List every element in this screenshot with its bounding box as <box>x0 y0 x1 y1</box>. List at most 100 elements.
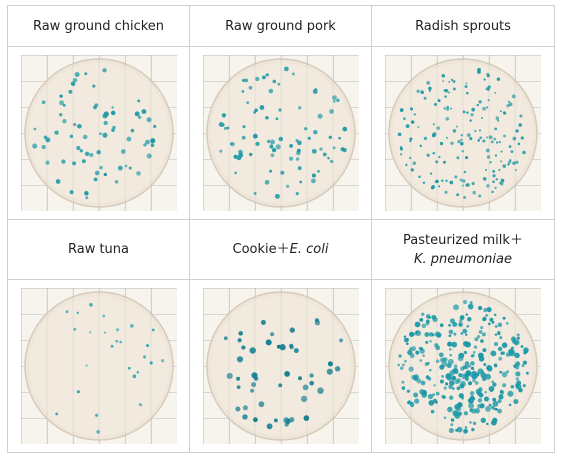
bacterial-colony <box>341 126 347 132</box>
bacterial-colony <box>476 104 479 107</box>
bacterial-colony <box>408 156 412 160</box>
bacterial-colony <box>430 409 435 414</box>
bacterial-colony <box>446 375 453 381</box>
bacterial-colony <box>332 100 336 103</box>
bacterial-colony <box>236 356 243 363</box>
bacterial-colony <box>452 80 456 84</box>
bacterial-colony <box>508 102 513 107</box>
bacterial-colony <box>128 166 132 170</box>
agar-surface <box>210 296 351 437</box>
bacterial-colony <box>300 395 307 403</box>
bacterial-colony <box>470 366 475 371</box>
bacterial-colony <box>268 169 272 173</box>
bacterial-colony <box>146 117 152 123</box>
bacterial-colony <box>125 136 131 142</box>
bacterial-colony <box>218 149 222 153</box>
bacterial-colony <box>468 364 471 368</box>
bacterial-colony <box>271 79 276 84</box>
bacterial-colony <box>499 110 502 113</box>
bacterial-colony <box>463 411 468 416</box>
bacterial-colony <box>471 107 476 112</box>
bacterial-colony <box>314 318 319 323</box>
bacterial-colony <box>62 103 66 107</box>
bacterial-colony <box>465 313 468 316</box>
bacterial-colony <box>406 342 409 346</box>
bacterial-colony <box>254 77 259 82</box>
bacterial-colony <box>485 168 487 171</box>
bacterial-colony <box>250 372 258 379</box>
bacterial-colony <box>516 336 520 340</box>
bacterial-colony <box>446 363 452 369</box>
bacterial-colony <box>478 330 483 335</box>
bacterial-colony <box>326 368 333 375</box>
bacterial-colony <box>331 95 337 101</box>
bacterial-colony <box>70 81 75 87</box>
bacterial-colony <box>115 328 119 332</box>
culture-plate-image <box>20 288 177 445</box>
bacterial-colony <box>101 113 108 119</box>
bacterial-colony <box>401 363 405 367</box>
bacterial-colony <box>269 332 274 337</box>
bacterial-colony <box>58 100 64 106</box>
bacterial-colony <box>466 325 470 328</box>
bacterial-colony <box>293 348 299 354</box>
bacterial-colony <box>82 134 87 140</box>
bacterial-colony <box>494 154 498 157</box>
bacterial-colony <box>472 421 477 426</box>
bacterial-colony <box>409 107 414 111</box>
bacterial-colony <box>79 149 83 153</box>
bacterial-colony <box>448 334 452 338</box>
bacterial-colony <box>220 123 225 127</box>
bacterial-colony <box>135 171 141 176</box>
bacterial-colony <box>110 128 115 132</box>
bacterial-colony <box>448 428 454 434</box>
bacterial-colony <box>308 381 314 386</box>
bacterial-colony <box>91 84 95 88</box>
bacterial-colony <box>450 78 454 82</box>
bacterial-colony <box>510 346 514 350</box>
bacterial-colony <box>499 370 503 374</box>
bacterial-colony <box>470 354 474 358</box>
bacterial-colony <box>289 345 294 350</box>
bacterial-colony <box>71 161 76 166</box>
bacterial-colony <box>464 361 470 366</box>
bacterial-colony <box>138 403 142 407</box>
bacterial-colony <box>458 373 463 378</box>
bacterial-colony <box>295 157 299 161</box>
bacterial-colony <box>466 111 469 114</box>
bacterial-colony <box>334 366 340 372</box>
bacterial-colony <box>455 428 459 432</box>
bacterial-colony <box>297 106 301 110</box>
bacterial-colony <box>241 135 246 140</box>
bacterial-colony <box>248 85 252 90</box>
bacterial-colony <box>76 124 82 129</box>
bacterial-colony <box>72 328 76 331</box>
bacterial-colony <box>459 315 465 321</box>
bacterial-colony <box>478 194 482 198</box>
bacterial-colony <box>311 149 317 154</box>
bacterial-colony <box>76 311 79 314</box>
bacterial-colony <box>480 372 487 379</box>
bacterial-colony <box>454 413 461 419</box>
bacterial-colony <box>132 374 136 379</box>
bacterial-colony <box>328 135 332 140</box>
bacterial-colony <box>487 366 493 372</box>
bacterial-colony <box>432 151 436 155</box>
bacterial-colony <box>486 136 489 139</box>
bacterial-colony <box>291 72 295 76</box>
bacterial-colony <box>298 180 302 184</box>
bacterial-colony <box>72 123 76 127</box>
bacterial-colony <box>432 398 438 404</box>
bacterial-colony <box>461 184 464 187</box>
bacterial-colony <box>456 406 462 412</box>
bacterial-colony <box>489 317 494 322</box>
bacterial-colony <box>487 99 490 102</box>
bacterial-colony <box>463 196 467 200</box>
bacterial-colony <box>242 405 248 411</box>
bacterial-colony <box>444 95 447 98</box>
bacterial-colony <box>449 395 454 401</box>
bacterial-colony <box>265 339 272 346</box>
bacterial-colony <box>236 385 240 390</box>
bacterial-colony <box>495 141 499 144</box>
bacterial-colony <box>499 389 504 394</box>
